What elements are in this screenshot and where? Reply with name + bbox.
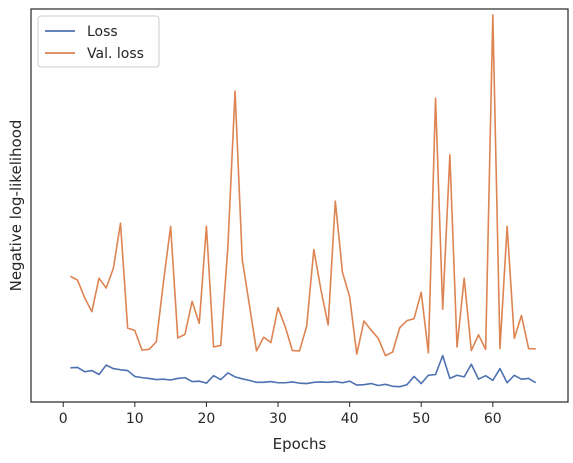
y-axis-label: Negative log-likelihood bbox=[7, 120, 25, 292]
x-tick-label: 20 bbox=[198, 411, 216, 427]
legend-box bbox=[37, 15, 160, 68]
legend: Loss Val. loss bbox=[37, 15, 160, 68]
x-tick-label: 30 bbox=[269, 411, 287, 427]
x-tick-label: 0 bbox=[59, 411, 68, 427]
series-line-0 bbox=[70, 354, 537, 388]
x-tick-label: 50 bbox=[412, 411, 430, 427]
x-tick-label: 10 bbox=[126, 411, 144, 427]
x-axis-ticks: 0 10 20 30 40 50 60 bbox=[59, 402, 502, 427]
x-tick-label: 60 bbox=[484, 411, 502, 427]
legend-label-0: Loss bbox=[87, 24, 118, 40]
plot-frame bbox=[30, 8, 569, 403]
x-tick-label: 40 bbox=[341, 411, 359, 427]
x-axis-label: Epochs bbox=[273, 435, 327, 453]
plot-lines bbox=[69, 14, 537, 388]
legend-label-1: Val. loss bbox=[87, 46, 144, 62]
series-line-1 bbox=[69, 14, 536, 357]
